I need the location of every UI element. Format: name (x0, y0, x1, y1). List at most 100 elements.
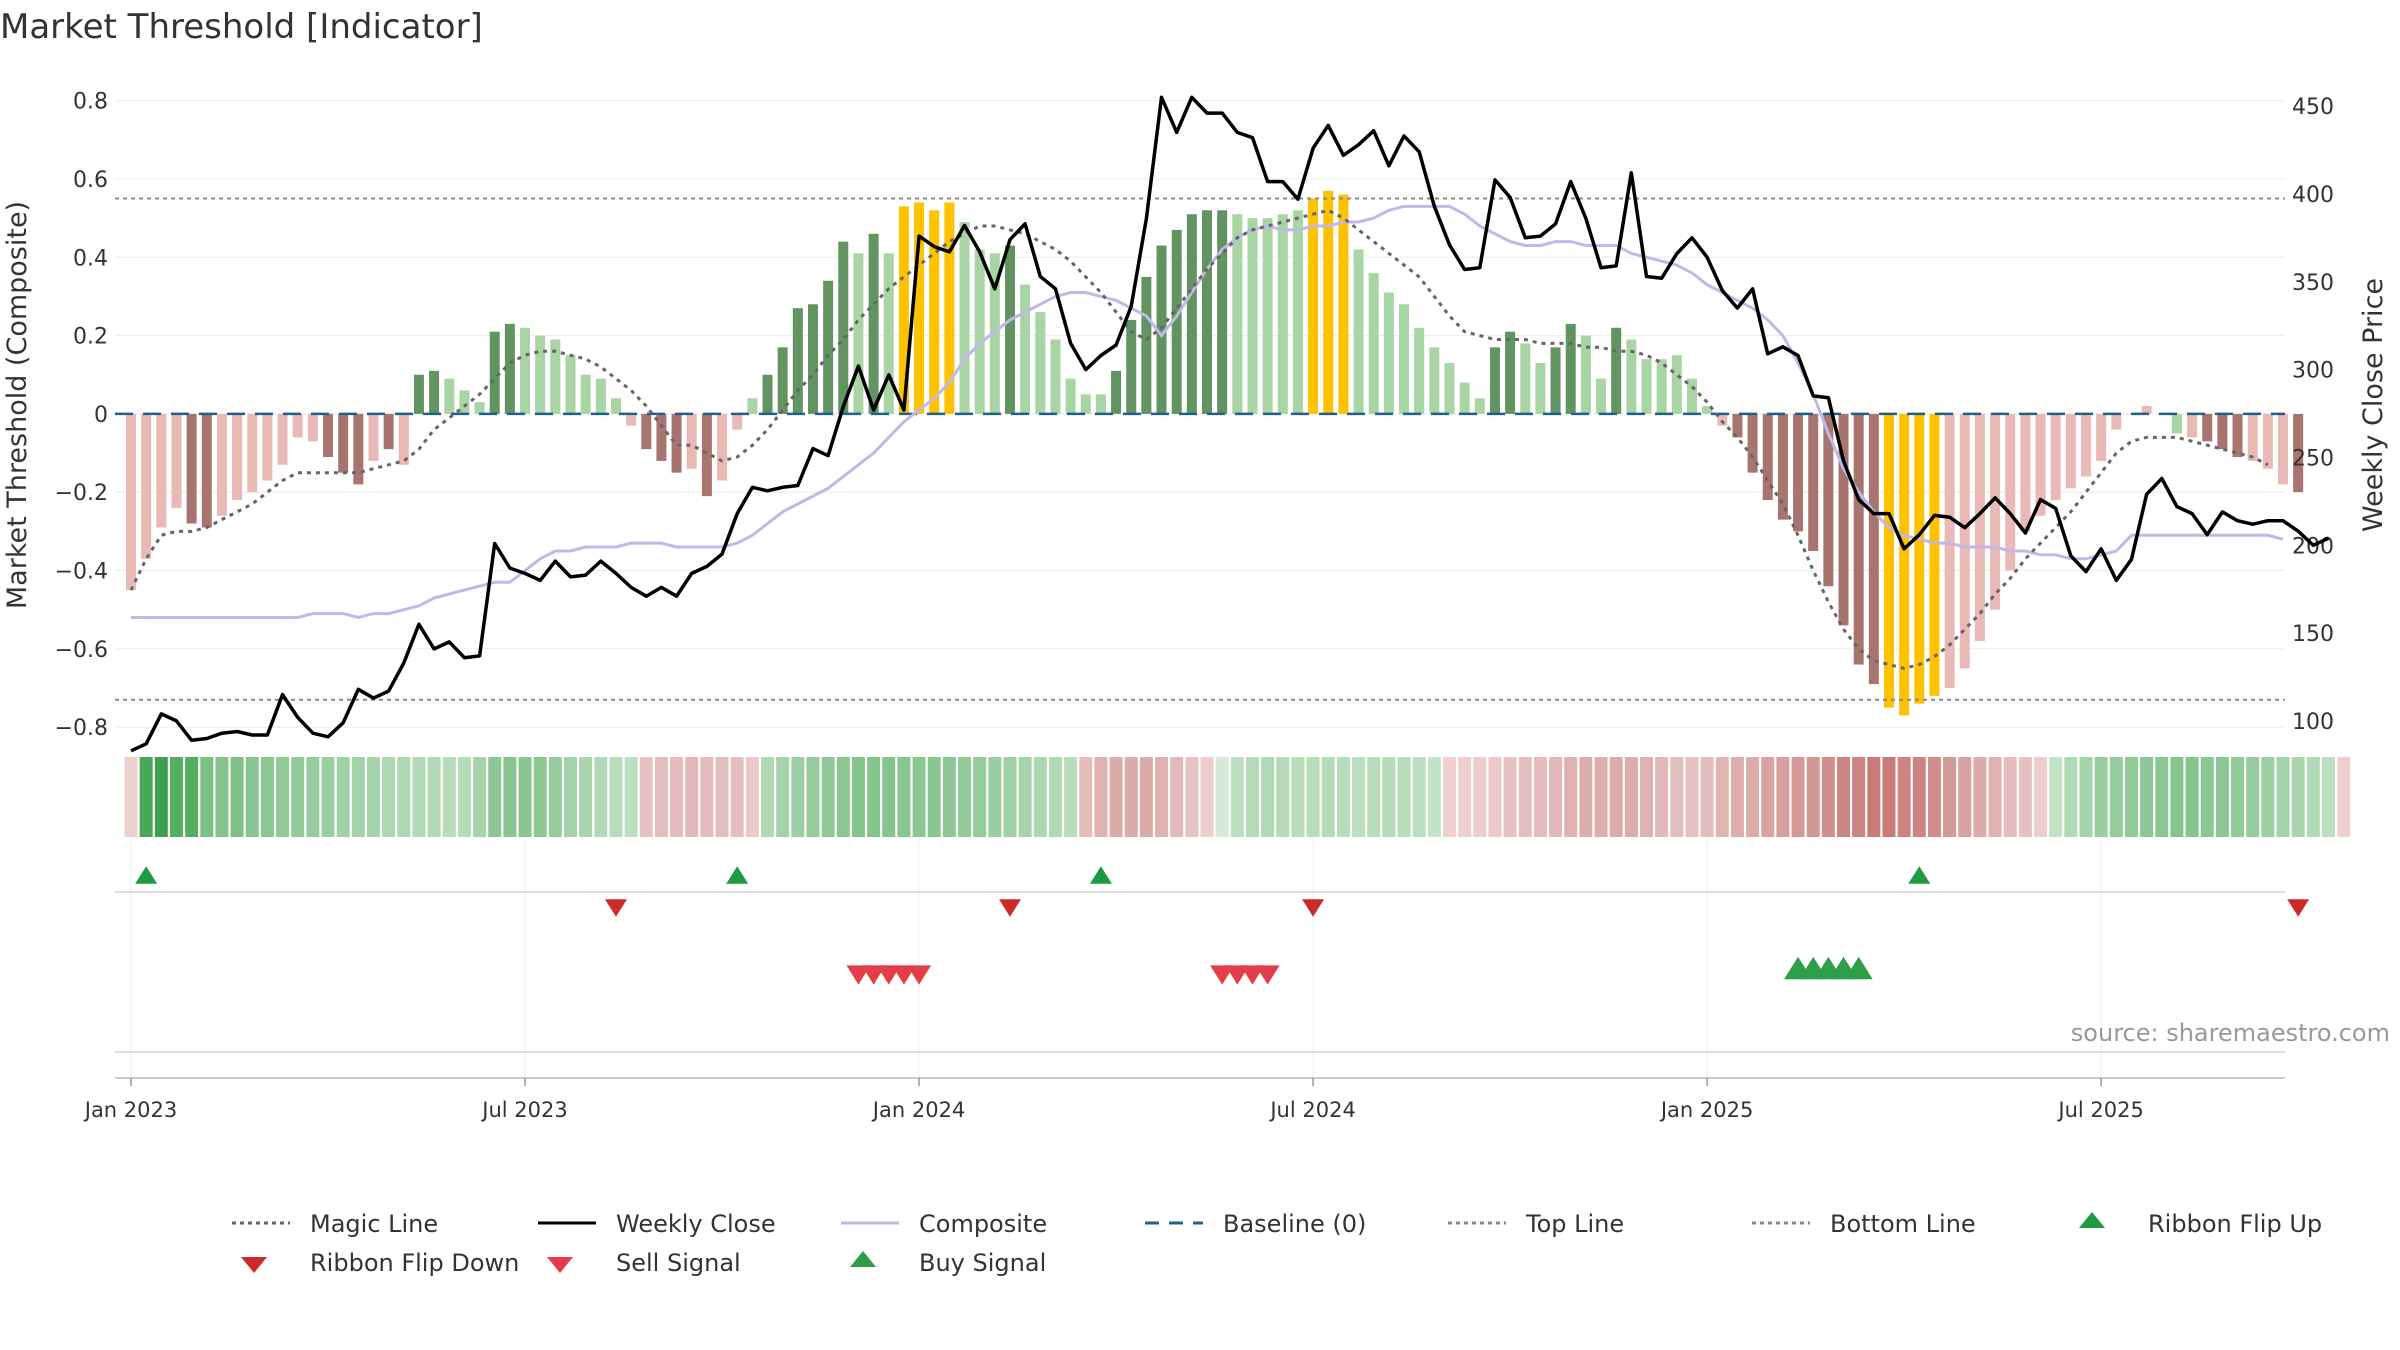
y-tick-label: −0.4 (55, 560, 108, 585)
ribbon-cell (2170, 757, 2184, 837)
ribbon-cell (1715, 757, 1729, 837)
source-note: source: sharemaestro.com (2071, 1019, 2390, 1047)
ribbon-cell (1670, 757, 1684, 837)
ribbon-flip-down-marker (2287, 899, 2310, 917)
composite-bar (2202, 413, 2213, 442)
ribbon-cell (1579, 757, 1593, 837)
ribbon-cell (1549, 757, 1563, 837)
composite-bar (610, 398, 621, 414)
ribbon-cell (1685, 757, 1699, 837)
ribbon-cell (670, 757, 684, 837)
composite-bar (1853, 413, 1864, 665)
composite-bar (1899, 413, 1910, 716)
legend-label: Magic Line (310, 1210, 438, 1238)
ribbon-cell (791, 757, 805, 837)
ribbon-cell (2306, 757, 2320, 837)
composite-bar (1338, 194, 1349, 414)
ribbon-cell (639, 757, 653, 837)
y2-tick-label: 100 (2292, 710, 2334, 735)
ribbon-cell (457, 757, 471, 837)
composite-bar (550, 339, 561, 414)
ribbon-flip-up-marker (1089, 866, 1112, 884)
ribbon-cell (1397, 757, 1411, 837)
x-tick-label: Jul 2025 (2056, 1098, 2143, 1122)
ribbon-cell (1867, 757, 1881, 837)
ribbon-cell (1518, 757, 1532, 837)
composite-bar (1111, 370, 1122, 414)
composite-bar (1489, 347, 1500, 414)
ribbon-cell (2185, 757, 2199, 837)
ribbon-cell (185, 757, 199, 837)
y-axis-left: 0.8 0.6 0.4 0.2 0 −0.2 −0.4 −0.6 −0.8 (55, 90, 108, 742)
ribbon-cell (1155, 757, 1169, 837)
composite-bar (459, 390, 470, 414)
composite-bar (2005, 413, 2016, 571)
ribbon-cell (745, 757, 759, 837)
ribbon-cell (942, 757, 956, 837)
y-tick-label: 0.2 (73, 325, 108, 350)
composite-bar (413, 374, 424, 414)
composite-bar (1095, 394, 1106, 414)
composite-bar (1823, 413, 1834, 587)
ribbon-cell (2155, 757, 2169, 837)
legend-label: Top Line (1525, 1210, 1624, 1238)
sell-signal-marker (1255, 965, 1280, 985)
x-tick-label: Jul 2023 (480, 1098, 567, 1122)
ribbon-cell (169, 757, 183, 837)
composite-bar (732, 413, 743, 430)
ribbon-cell (897, 757, 911, 837)
ribbon-cell (473, 757, 487, 837)
ribbon-cell (1139, 757, 1153, 837)
ribbon-cell (851, 757, 865, 837)
composite-bar (1217, 210, 1228, 414)
composite-bar (1429, 347, 1440, 414)
ribbon-cell (867, 757, 881, 837)
legend-label: Ribbon Flip Up (2148, 1210, 2322, 1238)
ribbon-cell (412, 757, 426, 837)
composite-bar (292, 413, 303, 438)
composite-bar (1383, 292, 1394, 414)
ribbon-cell (882, 757, 896, 837)
composite-bar (1535, 363, 1546, 414)
ribbon-cell (2200, 757, 2214, 837)
ribbon-cell (806, 757, 820, 837)
y2-tick-label: 350 (2292, 271, 2334, 296)
composite-bar (2232, 413, 2243, 457)
ribbon-cell (1003, 757, 1017, 837)
ribbon-cell (215, 757, 229, 837)
x-tick-label: Jul 2024 (1268, 1098, 1355, 1122)
ribbon-cell (2034, 757, 2048, 837)
ribbon-cell (1094, 757, 1108, 837)
ribbon-cell (1958, 757, 1972, 837)
composite-bar (1565, 323, 1576, 414)
composite-bar (1520, 343, 1531, 414)
series-lines (129, 95, 2330, 753)
composite-bar (2111, 413, 2122, 430)
weekly-close-line (130, 95, 2330, 753)
ribbon-cell (1776, 757, 1790, 837)
ribbon-cell (139, 757, 153, 837)
composite-bar (929, 210, 940, 414)
ribbon-cell (2231, 757, 2245, 837)
sell-signal-marker (891, 965, 916, 985)
composite-bar (1156, 245, 1167, 414)
composite-bar (2020, 413, 2031, 532)
legend-swatch (2079, 1212, 2105, 1228)
composite-bar (1247, 218, 1258, 414)
composite-bar (686, 413, 697, 469)
composite-bar (1838, 413, 1849, 626)
ribbon-cell (1761, 757, 1775, 837)
y2-tick-label: 450 (2292, 95, 2334, 120)
composite-bar (1580, 335, 1591, 414)
ribbon-cell (1897, 757, 1911, 837)
legend-label: Bottom Line (1830, 1210, 1976, 1238)
ribbon-cell (609, 757, 623, 837)
composite-bar (1550, 347, 1561, 414)
ribbon-cell (548, 757, 562, 837)
composite-bar (2247, 413, 2258, 461)
ribbon-cell (1124, 757, 1138, 837)
ribbon-cell (1821, 757, 1835, 837)
composite-bar (777, 347, 788, 414)
ribbon-cell (2215, 757, 2229, 837)
composite-bar (580, 374, 591, 414)
